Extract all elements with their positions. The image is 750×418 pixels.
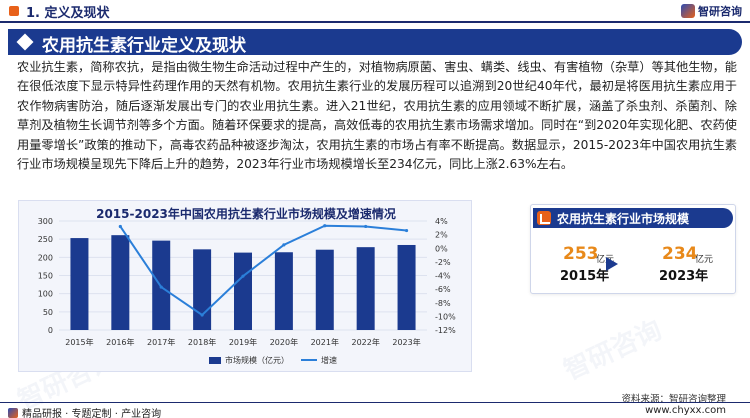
chart-title: 2015-2023年中国农用抗生素行业市场规模及增速情况 [96, 207, 396, 221]
y-right-tick-label: -12% [435, 326, 456, 335]
growth-point [364, 224, 368, 229]
brand-logo-text: 智研咨询 [698, 5, 742, 18]
legend-bar-label: 市场规模（亿元） [225, 355, 289, 365]
legend-bar-swatch [209, 357, 221, 364]
bar [111, 235, 130, 330]
bar [397, 244, 416, 330]
brand-logo-icon [681, 4, 695, 18]
legend-line-label: 增速 [321, 355, 337, 365]
y-left-tick-label: 150 [38, 272, 53, 281]
y-left-tick-label: 300 [38, 217, 53, 226]
y-right-tick-label: 0% [435, 244, 448, 253]
intro-paragraph: 农业抗生素，简称农抗，是指由微生物生命活动过程中产生的，对植物病原菌、害虫、螨类… [17, 60, 737, 172]
footer-logo-icon [8, 407, 18, 418]
footer-url[interactable]: www.chyxx.com [645, 405, 726, 416]
bar [356, 247, 375, 330]
y-right-tick-label: -10% [435, 312, 456, 321]
page-title: 农用抗生素行业定义及现状 [42, 36, 246, 56]
y-left-tick-label: 100 [38, 290, 53, 299]
growth-point [241, 274, 245, 278]
bar [193, 249, 212, 330]
growth-point [282, 243, 286, 247]
growth-point [118, 224, 122, 229]
y-right-tick-label: -8% [435, 299, 451, 308]
end-value: 234 [662, 244, 698, 264]
brand-logo[interactable]: 智研咨询 [681, 3, 742, 19]
bar [274, 252, 293, 330]
x-tick-label: 2023年 [392, 337, 420, 347]
x-tick-label: 2021年 [311, 337, 339, 347]
x-tick-label: 2015年 [65, 337, 93, 347]
bar [315, 249, 334, 330]
section-label: 1. 定义及现状 [26, 6, 110, 21]
chart-card: 0 50 100 150 200 250 300 -12% -10% -8% -6% -4% -2% 0%… [18, 200, 472, 372]
start-unit: 亿元 [596, 255, 615, 265]
bar [234, 252, 252, 330]
diamond-icon [16, 33, 34, 51]
y-left-tick-label: 50 [43, 308, 53, 317]
watermark: 智研咨询 [559, 315, 667, 387]
page-footer: 精品研报 · 专题定制 · 产业咨询 www.chyxx.com [0, 402, 750, 418]
growth-line [119, 224, 407, 317]
y-left-tick-label: 0 [48, 326, 53, 335]
y-left-tick-label: 200 [38, 253, 53, 262]
y-right-tick-label: 2% [435, 231, 448, 240]
market-size-chart: 0 50 100 150 200 250 300 -12% -10% -8% -6% -4% -2% 0%… [38, 217, 456, 365]
y-right-tick-label: -6% [435, 285, 451, 294]
chart-trend-icon [537, 211, 551, 225]
top-header: 1. 定义及现状 智研咨询 [0, 0, 750, 23]
summary-card-header: 农用抗生素行业市场规模 [533, 208, 733, 228]
market-size-summary-card: 农用抗生素行业市场规模 [530, 204, 736, 294]
section-bullet-icon [9, 6, 19, 16]
end-year: 2023年 [659, 269, 709, 284]
y-left-tick-label: 250 [38, 235, 53, 244]
end-unit: 亿元 [695, 255, 714, 265]
title-banner: 农用抗生素行业定义及现状 [8, 29, 742, 56]
y-right-tick-label: 4% [435, 217, 448, 226]
start-value: 253 [563, 244, 599, 264]
x-tick-label: 2018年 [188, 337, 216, 347]
start-year: 2015年 [560, 269, 610, 284]
growth-point [200, 313, 204, 317]
y-right-tick-label: -2% [435, 258, 451, 267]
bar [70, 238, 89, 330]
x-tick-label: 2020年 [270, 337, 298, 347]
footer-divider [0, 402, 750, 403]
x-tick-label: 2019年 [229, 337, 257, 347]
y-right-tick-label: -4% [435, 272, 451, 281]
summary-card-title: 农用抗生素行业市场规模 [557, 212, 690, 226]
footer-tagline-text: 精品研报 · 专题定制 · 产业咨询 [22, 409, 162, 418]
x-tick-label: 2017年 [147, 337, 175, 347]
x-tick-label: 2016年 [106, 337, 134, 347]
x-tick-label: 2022年 [351, 337, 379, 347]
footer-tagline: 精品研报 · 专题定制 · 产业咨询 [8, 405, 161, 418]
growth-point [323, 224, 327, 228]
growth-point [159, 285, 163, 289]
arrow-right-icon [606, 257, 618, 271]
growth-point [404, 228, 409, 233]
header-divider [0, 21, 750, 23]
source-note: 资料来源：智研咨询整理 [621, 394, 726, 405]
